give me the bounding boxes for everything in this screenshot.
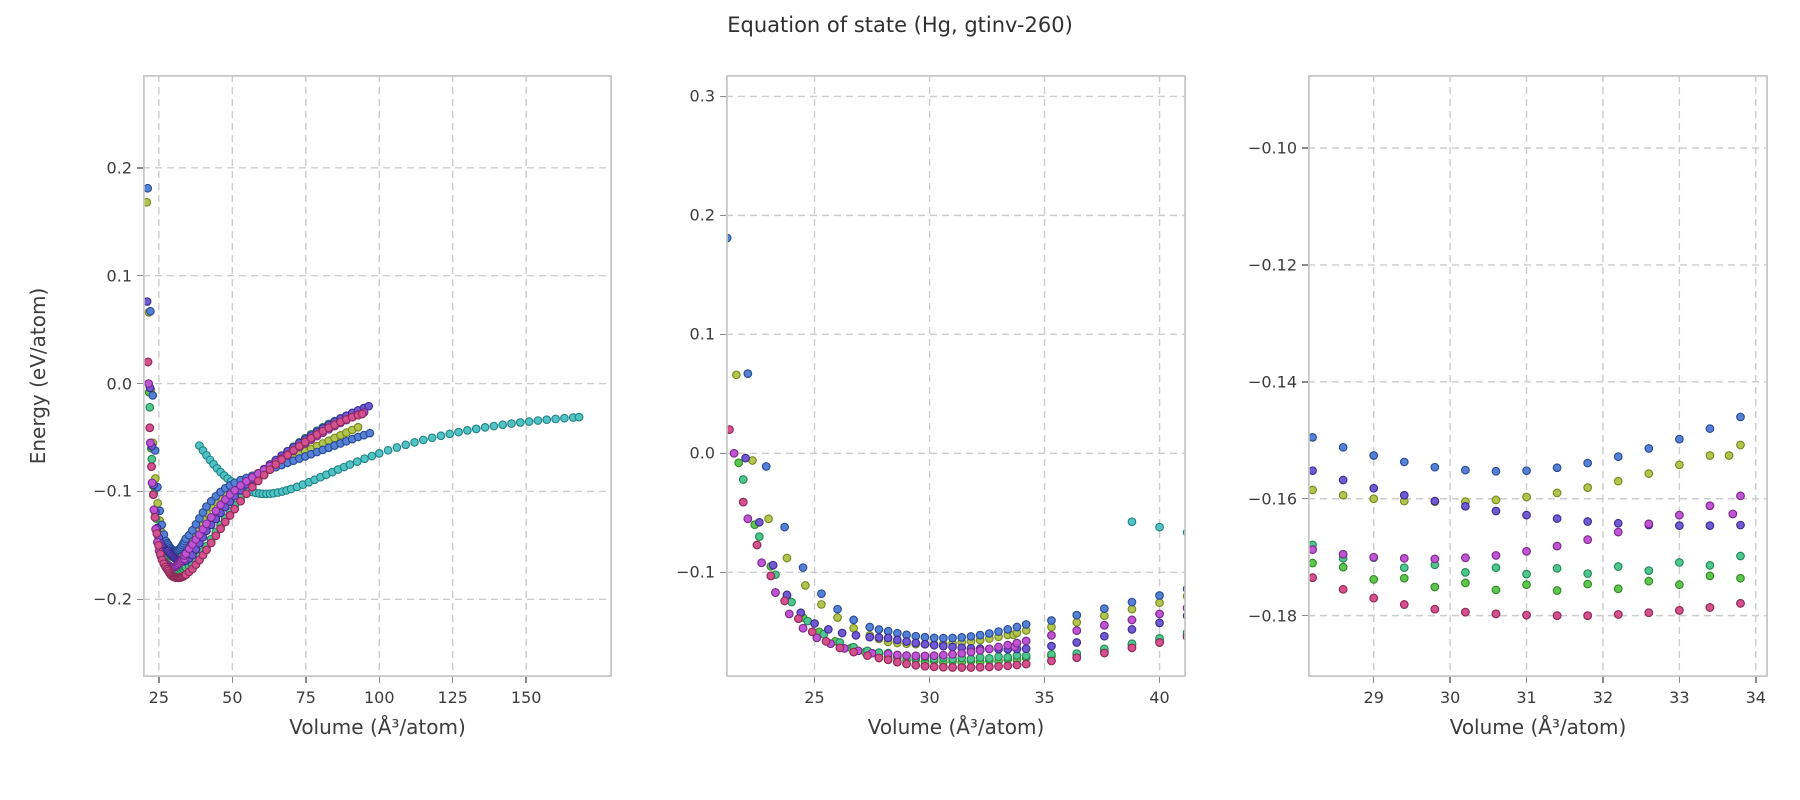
- y-tick-label: 0.2: [106, 158, 132, 178]
- x-tick-mark: [525, 677, 527, 683]
- y-tick-mark: [1302, 614, 1308, 617]
- y-tick-mark: [720, 95, 726, 98]
- y-tick-label: −0.12: [1247, 255, 1297, 275]
- y-tick-label: −0.10: [1247, 138, 1297, 158]
- x-tick-label: 125: [437, 688, 468, 707]
- y-tick-label: 0.2: [689, 205, 715, 225]
- x-tick-label: 25: [804, 688, 825, 707]
- x-tick-mark: [1755, 677, 1757, 683]
- y-tick-mark: [137, 490, 143, 493]
- y-tick-mark: [1302, 497, 1308, 500]
- x-tick-label: 33: [1669, 688, 1690, 707]
- y-tick-mark: [137, 167, 143, 169]
- x-tick-mark: [1602, 677, 1604, 683]
- x-tick-mark: [451, 677, 454, 683]
- y-tick-label: −0.2: [93, 589, 132, 609]
- y-tick-label: −0.1: [676, 562, 715, 582]
- x-tick-label: 40: [1149, 688, 1170, 707]
- x-tick-mark: [158, 677, 160, 683]
- y-tick-label: 0.1: [106, 266, 132, 286]
- x-tick-label: 29: [1363, 688, 1384, 707]
- x-tick-mark: [928, 677, 931, 683]
- y-tick-mark: [1302, 147, 1308, 149]
- y-tick-mark: [1302, 264, 1308, 266]
- x-tick-label: 100: [363, 688, 395, 707]
- x-tick-mark: [1449, 677, 1451, 683]
- y-tick-mark: [137, 274, 143, 277]
- x-tick-mark: [1372, 677, 1375, 683]
- y-tick-label: 0.0: [689, 443, 715, 463]
- y-tick-label: −0.16: [1247, 489, 1297, 509]
- y-tick-label: −0.1: [93, 481, 132, 501]
- y-tick-label: 0.1: [689, 324, 715, 344]
- x-axis-label: Volume (Å³/atom): [867, 715, 1045, 739]
- y-tick-mark: [720, 214, 726, 217]
- x-tick-mark: [1678, 677, 1681, 683]
- x-tick-mark: [1525, 677, 1528, 683]
- plot-area-mid-zoom: [726, 75, 1186, 677]
- x-tick-label: 30: [919, 688, 940, 707]
- x-tick-mark: [231, 677, 234, 683]
- x-tick-label: 34: [1745, 688, 1766, 707]
- y-tick-label: −0.18: [1247, 606, 1297, 626]
- y-tick-mark: [137, 382, 143, 385]
- x-tick-label: 30: [1439, 688, 1461, 707]
- plot-area-minimum-zoom: [1308, 75, 1768, 677]
- y-tick-mark: [137, 598, 143, 601]
- x-tick-mark: [1158, 677, 1161, 683]
- x-tick-label: 75: [295, 688, 316, 707]
- x-tick-label: 150: [510, 688, 542, 707]
- x-axis-label: Volume (Å³/atom): [1449, 715, 1627, 739]
- y-tick-mark: [720, 333, 726, 336]
- y-tick-mark: [720, 571, 726, 574]
- y-tick-label: 0.3: [689, 86, 715, 106]
- y-tick-mark: [1302, 381, 1308, 383]
- y-tick-label: 0.0: [106, 374, 132, 394]
- x-tick-mark: [378, 677, 380, 683]
- x-tick-label: 35: [1034, 688, 1055, 707]
- x-tick-label: 31: [1516, 688, 1537, 707]
- x-tick-label: 50: [222, 688, 243, 707]
- x-tick-mark: [305, 677, 307, 683]
- x-tick-mark: [813, 677, 816, 683]
- x-tick-label: 32: [1592, 688, 1614, 707]
- x-axis-label: Volume (Å³/atom): [289, 715, 466, 739]
- plot-area-overview: [143, 75, 612, 677]
- x-tick-label: 25: [148, 688, 170, 707]
- y-tick-label: −0.14: [1247, 372, 1297, 392]
- chart-title: Equation of state (Hg, gtinv-260): [727, 13, 1073, 37]
- y-tick-mark: [720, 452, 726, 455]
- y-axis-label: Energy (eV/atom): [26, 287, 50, 465]
- x-tick-mark: [1043, 677, 1046, 683]
